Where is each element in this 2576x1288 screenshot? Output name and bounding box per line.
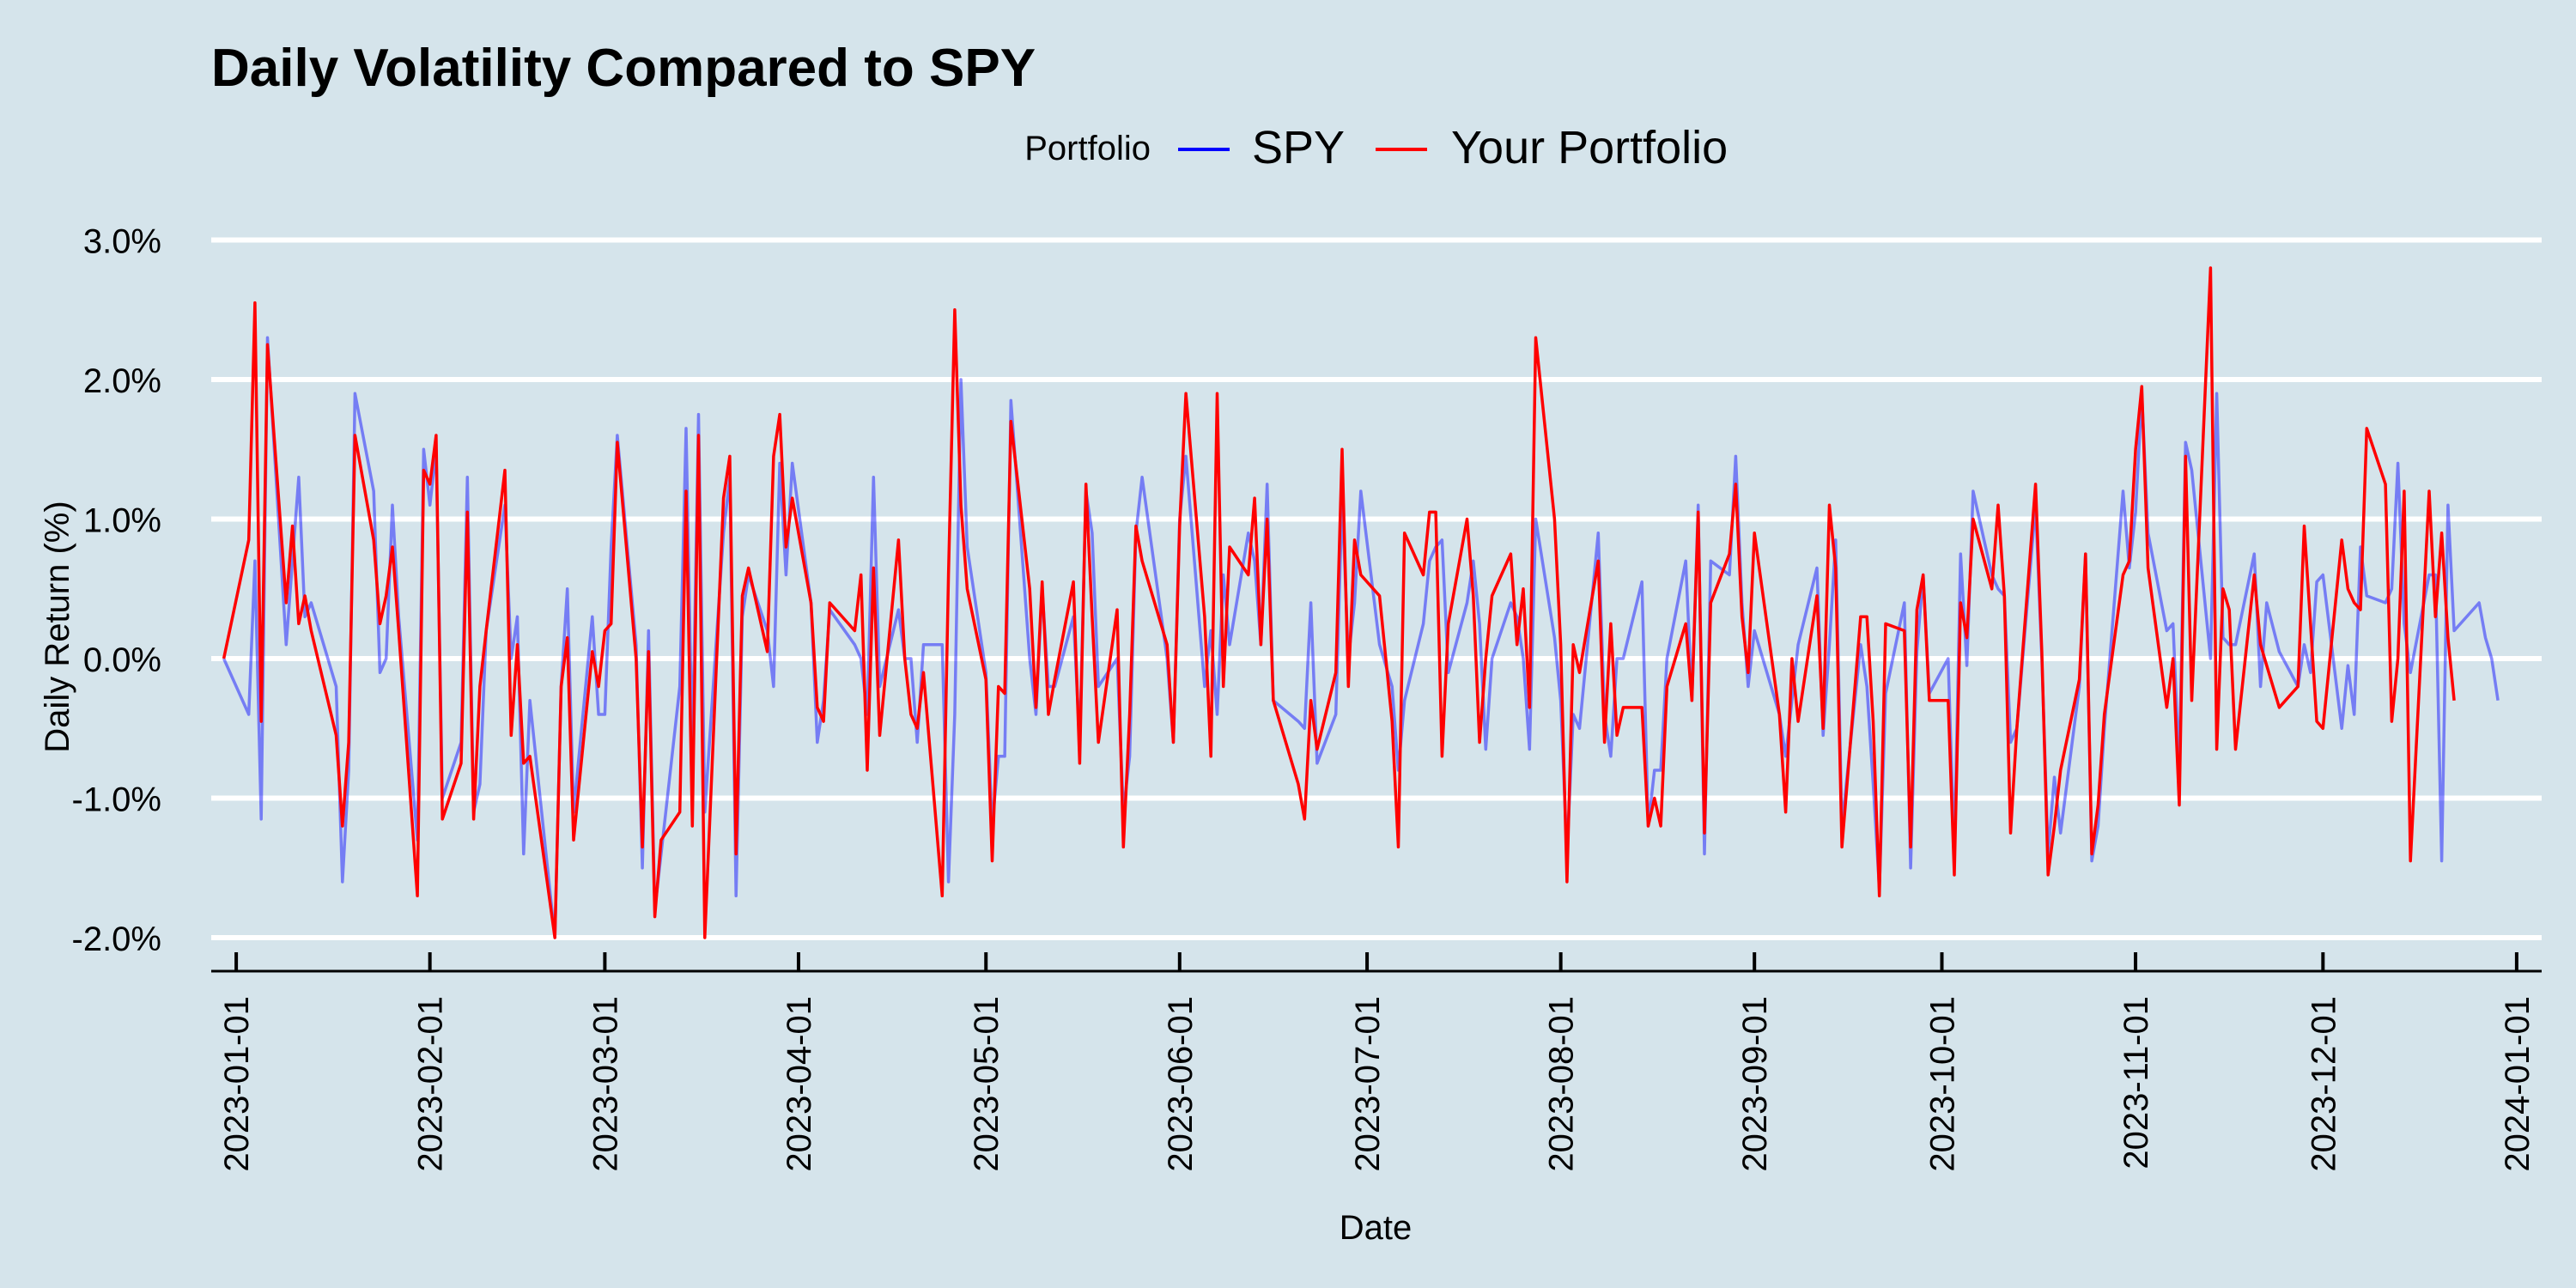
x-axis-label: Date [1340,1209,1413,1247]
y-tick-label: 2.0% [83,362,161,400]
x-tick-label: 2023-12-01 [2305,996,2342,1172]
x-tick-label: 2024-01-01 [2499,996,2537,1172]
chart-title: Daily Volatility Compared to SPY [211,39,1036,98]
x-tick-label: 2023-10-01 [1923,996,1961,1172]
legend: Portfolio SPY Your Portfolio [1024,122,1728,173]
x-tick-label: 2023-02-01 [412,996,450,1172]
x-tick-label: 2023-04-01 [781,996,818,1172]
y-tick-labels: -2.0% -1.0% 0.0% 1.0% 2.0% 3.0% [72,223,162,959]
x-tick-label: 2023-06-01 [1162,996,1200,1172]
x-tick-label: 2023-03-01 [586,996,624,1172]
x-tick-label: 2023-09-01 [1736,996,1774,1172]
series-line-your-portfolio [222,266,2456,939]
x-ticks: 2023-01-01 2023-02-01 2023-03-01 2023-04-01… [218,952,2537,1172]
legend-label-spy: SPY [1252,122,1345,173]
y-tick-label: -2.0% [72,920,162,958]
x-tick-label: 2023-01-01 [218,996,256,1172]
legend-label-your-portfolio: Your Portfolio [1451,122,1728,173]
y-gridlines [211,237,2542,940]
y-tick-label: 3.0% [83,223,161,261]
series-lines [222,266,2500,939]
y-axis-label: Daily Return (%) [39,501,76,752]
y-tick-label: -1.0% [72,781,162,819]
x-tick-label: 2023-07-01 [1349,996,1387,1172]
legend-title: Portfolio [1024,130,1151,167]
y-tick-label: 0.0% [83,641,161,679]
x-tick-label: 2023-11-01 [2117,996,2155,1170]
x-tick-label: 2023-05-01 [968,996,1005,1172]
y-tick-label: 1.0% [83,502,161,540]
x-tick-label: 2023-08-01 [1543,996,1581,1172]
